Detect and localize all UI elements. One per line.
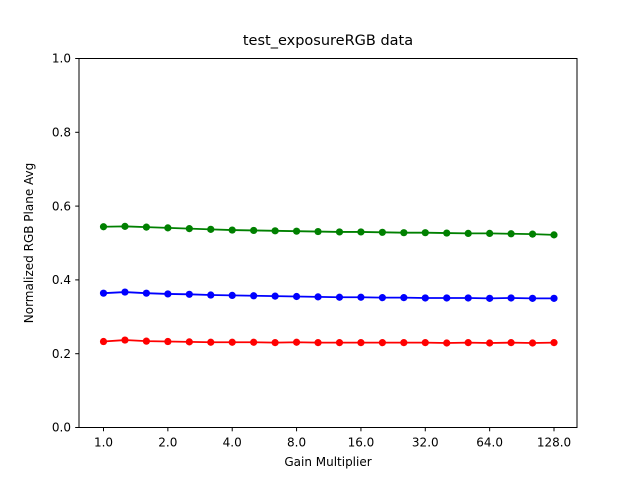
data-point-red	[164, 337, 172, 346]
data-point-green	[528, 230, 537, 238]
series-line-green	[103, 225, 555, 236]
data-point-green	[142, 223, 150, 231]
y-tick-label: 0.8	[52, 126, 71, 140]
data-point-blue	[207, 291, 215, 299]
data-point-green	[443, 229, 451, 237]
y-tick-label: 1.0	[52, 52, 71, 66]
data-point-green	[378, 228, 386, 236]
data-point-blue	[142, 289, 150, 297]
y-tick-label: 0.0	[52, 421, 71, 435]
x-tick-label: 1.0	[94, 436, 113, 450]
data-point-green	[99, 223, 108, 231]
data-point-red	[335, 339, 344, 347]
x-tick-label: 128.0	[537, 436, 571, 450]
data-point-blue	[400, 294, 408, 302]
data-point-blue	[335, 293, 344, 301]
data-point-red	[486, 339, 494, 347]
data-point-green	[292, 227, 301, 235]
x-tick-label: 16.0	[348, 436, 375, 450]
y-tick-label: 0.6	[52, 199, 71, 213]
data-point-blue	[507, 294, 515, 302]
data-point-green	[185, 225, 193, 233]
data-point-red	[464, 339, 472, 347]
data-point-green	[207, 225, 215, 233]
data-point-green	[250, 226, 258, 235]
data-point-green	[335, 228, 344, 236]
chart-title: test_exposureRGB data	[243, 33, 413, 49]
data-point-red	[207, 338, 215, 346]
data-point-red	[250, 338, 258, 346]
data-point-green	[121, 222, 129, 230]
x-tick-label: 2.0	[158, 436, 177, 450]
data-point-blue	[357, 293, 365, 301]
data-point-green	[314, 227, 322, 236]
x-tick-label: 32.0	[412, 436, 439, 450]
plot-area	[78, 58, 578, 428]
data-point-blue	[314, 293, 322, 301]
data-point-red	[99, 337, 108, 346]
data-point-red	[400, 339, 408, 347]
y-tick-label: 0.2	[52, 347, 71, 361]
data-point-red	[528, 339, 537, 347]
data-point-blue	[121, 288, 129, 296]
data-point-blue	[164, 290, 172, 298]
data-point-green	[357, 228, 365, 236]
data-point-red	[550, 339, 558, 347]
data-point-green	[421, 229, 429, 237]
data-point-red	[421, 339, 429, 347]
data-point-blue	[464, 294, 472, 302]
data-point-red	[507, 339, 515, 347]
data-point-green	[550, 231, 558, 239]
x-tick-label: 64.0	[476, 436, 503, 450]
y-axis-label: Normalized RGB Plane Avg	[22, 163, 36, 324]
data-point-red	[292, 338, 301, 346]
data-point-red	[357, 339, 365, 347]
data-point-blue	[250, 292, 258, 300]
data-point-red	[185, 338, 193, 346]
x-axis-ticks: 1.0 2.0 4.0 8.0 16.0 32.0 64.0 128.0	[94, 427, 571, 450]
data-point-blue	[378, 294, 386, 302]
data-point-red	[121, 336, 129, 344]
series-layer	[99, 222, 558, 347]
x-tick-label: 4.0	[223, 436, 242, 450]
x-axis-label: Gain Multiplier	[284, 455, 371, 469]
data-point-red	[142, 337, 150, 345]
data-point-blue	[528, 294, 537, 302]
data-point-blue	[185, 290, 193, 298]
data-point-red	[228, 338, 236, 346]
data-point-green	[486, 229, 494, 238]
data-point-blue	[486, 294, 494, 302]
data-point-green	[507, 230, 515, 238]
data-point-blue	[228, 291, 236, 299]
x-tick-label: 8.0	[287, 436, 306, 450]
data-point-red	[378, 339, 386, 347]
data-point-blue	[443, 294, 451, 302]
data-point-blue	[550, 294, 558, 302]
data-point-blue	[292, 292, 301, 301]
data-point-green	[400, 229, 408, 237]
data-point-red	[443, 339, 451, 347]
data-point-blue	[271, 292, 279, 300]
series-line-blue	[103, 291, 554, 300]
data-point-green	[164, 224, 172, 232]
y-axis-ticks: 0.0 0.2 0.4 0.6 0.8 1.0	[52, 52, 79, 435]
data-point-red	[271, 339, 279, 347]
data-point-blue	[99, 289, 108, 297]
data-point-blue	[421, 294, 429, 302]
data-point-green	[464, 229, 472, 238]
series-line-red	[103, 339, 555, 344]
y-tick-label: 0.4	[52, 273, 71, 287]
data-point-green	[271, 227, 279, 235]
data-point-red	[314, 339, 322, 347]
data-point-green	[228, 226, 236, 234]
